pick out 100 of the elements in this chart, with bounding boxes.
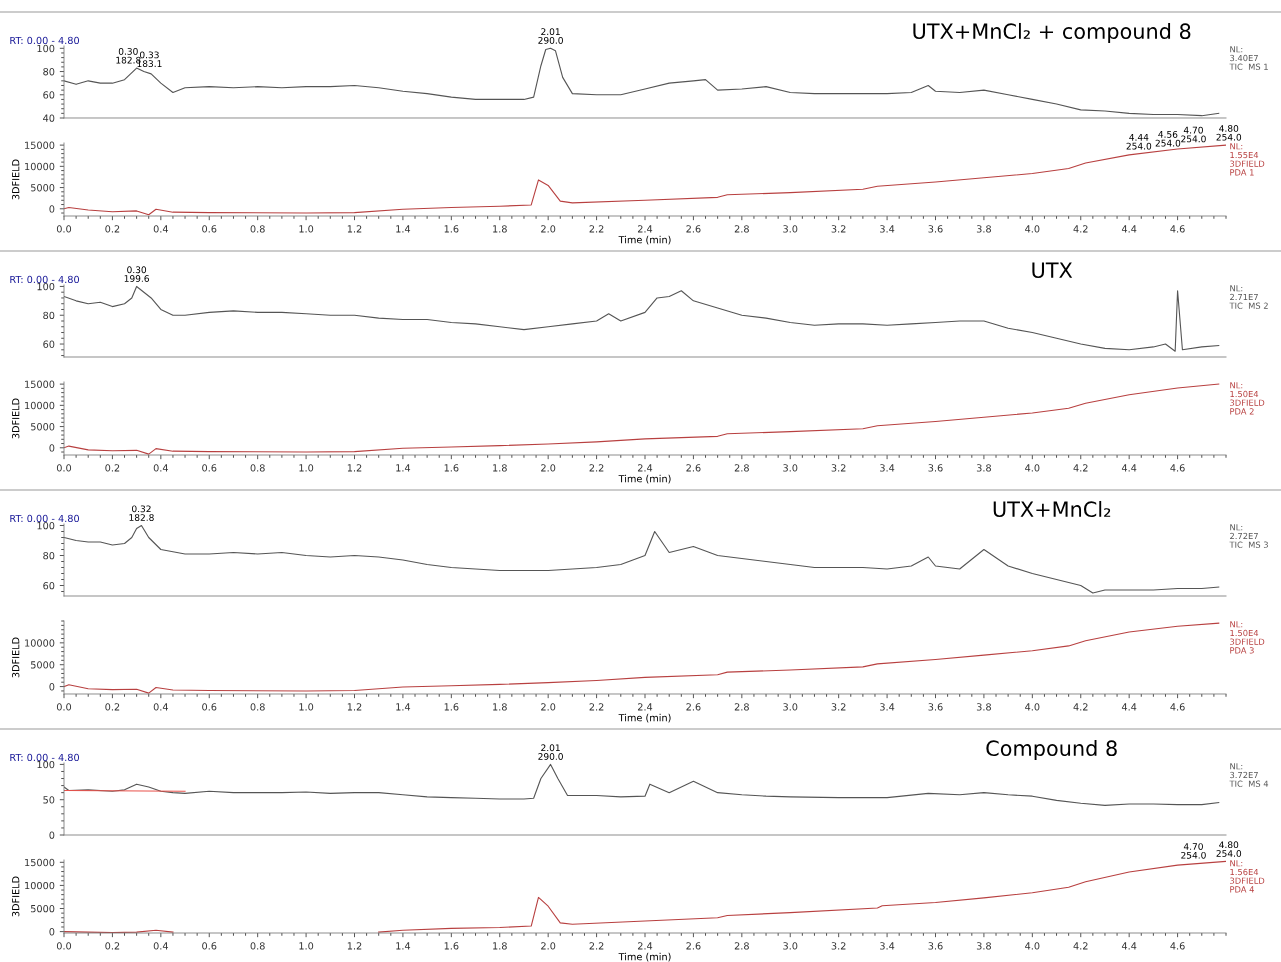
text: RT: 0.00 - 4.80 [10, 36, 80, 45]
x-tick-label: 2.8 [734, 703, 749, 711]
line-series [64, 763, 1220, 806]
x-tick-label: 1.2 [347, 942, 362, 950]
text: NL: 1.50E4 3DFIELD PDA 2 [1230, 382, 1265, 415]
x-tick-label: 3.4 [880, 703, 895, 711]
y-tick-label: 5000 [30, 184, 55, 192]
x-tick-label: 3.6 [928, 942, 943, 950]
x-tick-label: 0.0 [56, 703, 72, 711]
x-tick-label: 1.6 [444, 225, 459, 233]
x-tick-label: 3.0 [783, 703, 798, 711]
x-tick-label: 1.4 [396, 225, 411, 233]
x-tick-label: 3.8 [976, 703, 991, 711]
x-tick-label: 3.8 [976, 942, 991, 950]
y-tick-label: 10000 [25, 162, 55, 171]
x-tick-label: 2.8 [734, 225, 749, 233]
x-tick-label: 2.6 [686, 942, 701, 950]
x-tick-label: 4.2 [1073, 703, 1088, 711]
x-tick-label: 1.0 [299, 942, 314, 950]
x-tick-label: 0.4 [153, 942, 169, 950]
text: NL: 3.72E7 TIC MS 4 [1229, 763, 1269, 787]
x-tick-label: 0.8 [250, 942, 265, 950]
x-tick-label: 0.2 [105, 942, 120, 950]
x-axis-title: Time (min) [618, 952, 671, 962]
y-tick-label: 80 [43, 551, 55, 560]
x-tick-label: 2.6 [686, 464, 701, 472]
chart-title: UTX+MnCl₂ [993, 500, 1111, 518]
x-tick-label: 4.2 [1073, 942, 1088, 950]
x-tick-label: 3.4 [880, 464, 895, 472]
y-tick-label: 0 [49, 444, 55, 452]
y-tick-label: 15000 [25, 380, 55, 388]
chart-title: UTX [1032, 262, 1073, 279]
y-tick-label: 50 [43, 796, 55, 804]
x-tick-label: 2.8 [734, 942, 749, 950]
x-tick-label: 4.6 [1170, 942, 1185, 950]
y-tick-label: 15000 [25, 141, 55, 149]
x-tick-label: 1.2 [347, 703, 362, 711]
text: RT: 0.00 - 4.80 [10, 753, 80, 762]
x-tick-label: 0.0 [56, 942, 72, 950]
x-tick-label: 1.2 [347, 464, 362, 472]
x-tick-label: 3.4 [880, 942, 895, 950]
x-tick-label: 2.2 [589, 703, 604, 711]
y-tick-label: 60 [43, 581, 55, 590]
y-tick-label: 10000 [25, 639, 55, 647]
y-tick-label: 100 [37, 282, 55, 291]
y-tick-label: 0 [49, 831, 55, 839]
y-tick-label: 10000 [25, 881, 55, 890]
y-axis-title: 3DFIELD [12, 876, 20, 917]
x-axis-title: Time (min) [618, 235, 671, 245]
x-tick-label: 4.0 [1025, 464, 1040, 472]
x-tick-label: 0.0 [56, 464, 72, 472]
x-tick-label: 1.8 [493, 464, 507, 472]
line-series [64, 383, 1220, 455]
text: NL: 1.50E4 3DFIELD PDA 3 [1230, 621, 1265, 654]
y-tick-label: 15000 [25, 858, 55, 867]
x-tick-label: 0.8 [250, 464, 265, 472]
x-tick-label: 3.8 [976, 464, 991, 472]
y-tick-label: 80 [43, 68, 55, 76]
x-tick-label: 1.0 [299, 464, 314, 472]
text: NL: 1.56E4 3DFIELD PDA 4 [1230, 860, 1265, 893]
y-tick-label: 100 [37, 44, 55, 53]
annotation: 4.80 254.0 [1216, 125, 1242, 141]
text: NL: 3.40E7 TIC MS 1 [1229, 46, 1268, 70]
x-tick-label: 1.8 [493, 942, 507, 950]
x-tick-label: 1.8 [493, 703, 507, 711]
x-tick-label: 2.4 [637, 703, 653, 711]
y-tick-label: 40 [43, 114, 55, 122]
x-tick-label: 4.0 [1025, 703, 1040, 711]
x-tick-label: 0.8 [250, 225, 265, 233]
annotation: 0.30 199.6 [124, 266, 149, 282]
line-series [64, 285, 1220, 352]
x-tick-label: 0.4 [153, 225, 169, 233]
x-tick-label: 0.4 [153, 703, 169, 711]
line-series [64, 622, 1220, 694]
x-tick-label: 4.0 [1025, 942, 1040, 950]
x-tick-label: 2.8 [734, 464, 749, 472]
y-axis-title: 3DFIELD [12, 637, 20, 678]
annotation: 4.44 254.0 [1126, 134, 1152, 150]
x-tick-label: 0.6 [202, 225, 217, 233]
annotation: 4.80 254.0 [1216, 841, 1242, 857]
chart-title: Compound 8 [986, 739, 1117, 761]
x-tick-label: 4.4 [1121, 703, 1137, 711]
x-tick-label: 3.6 [928, 703, 943, 711]
line-series [64, 47, 1220, 117]
x-tick-label: 0.6 [202, 464, 217, 472]
x-tick-label: 2.2 [589, 225, 604, 233]
x-tick-label: 0.0 [56, 225, 72, 233]
x-tick-label: 4.4 [1121, 225, 1137, 233]
x-tick-label: 1.4 [396, 464, 411, 472]
y-tick-label: 60 [43, 91, 55, 99]
y-tick-label: 80 [43, 311, 55, 320]
text: RT: 0.00 - 4.80 [10, 275, 80, 284]
x-tick-label: 2.6 [686, 225, 701, 233]
chart-title: UTX+MnCl₂ + compound 8 [913, 22, 1191, 44]
x-tick-label: 1.6 [444, 464, 459, 472]
x-axis-title: Time (min) [618, 713, 671, 723]
x-tick-label: 3.0 [783, 464, 798, 472]
y-tick-label: 5000 [30, 423, 55, 431]
x-tick-label: 1.2 [347, 225, 362, 233]
x-tick-label: 3.0 [783, 225, 798, 233]
